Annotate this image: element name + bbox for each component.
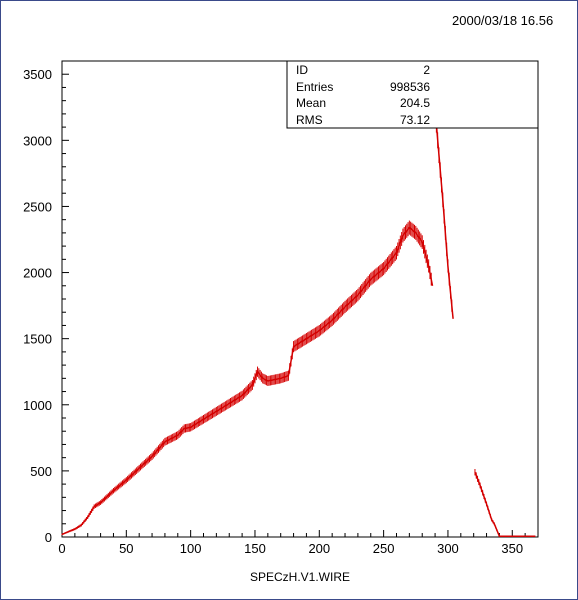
axis-ticks: 0 50 100 150 200 250 300 3500500100015002000250… bbox=[23, 60, 539, 556]
y-tick-label: 2500 bbox=[23, 199, 52, 214]
stats-box bbox=[286, 60, 539, 129]
y-tick-label: 3000 bbox=[23, 133, 52, 148]
y-tick-label: 0 bbox=[45, 530, 52, 545]
stats-row-mean: Mean 204.5 bbox=[296, 96, 430, 110]
stats-label-entries: Entries bbox=[296, 80, 333, 94]
stats-value-mean: 204.5 bbox=[400, 96, 430, 110]
y-tick-label: 1500 bbox=[23, 332, 52, 347]
stats-label-mean: Mean bbox=[296, 96, 326, 110]
x-tick-label: 0 bbox=[58, 541, 65, 556]
x-axis-title: SPECzH.V1.WIRE bbox=[250, 570, 350, 584]
x-tick-label: 300 bbox=[437, 541, 459, 556]
stats-label-id: ID bbox=[296, 63, 308, 77]
stats-row-id: ID 2 bbox=[296, 63, 430, 77]
y-tick-label: 1000 bbox=[23, 398, 52, 413]
y-tick-label: 2000 bbox=[23, 266, 52, 281]
stats-value-entries: 998536 bbox=[390, 80, 430, 94]
header-date: 2000/03/18 16.56 bbox=[452, 13, 554, 28]
x-tick-label: 350 bbox=[501, 541, 523, 556]
x-tick-label: 200 bbox=[308, 541, 330, 556]
plot-frame bbox=[61, 60, 539, 538]
x-tick-label: 150 bbox=[244, 541, 266, 556]
x-tick-label: 100 bbox=[180, 541, 202, 556]
y-tick-label: 500 bbox=[30, 464, 52, 479]
stats-value-id: 2 bbox=[423, 63, 430, 77]
y-tick-label: 3500 bbox=[23, 67, 52, 82]
stats-label-rms: RMS bbox=[296, 113, 323, 127]
stats-value-rms: 73.12 bbox=[400, 113, 430, 127]
series-line-segment bbox=[474, 471, 536, 538]
x-tick-label: 50 bbox=[119, 541, 133, 556]
x-tick-label: 250 bbox=[373, 541, 395, 556]
data-series bbox=[61, 100, 536, 538]
stats-row-entries: Entries 998536 bbox=[296, 80, 430, 94]
stats-row-rms: RMS 73.12 bbox=[296, 113, 430, 127]
